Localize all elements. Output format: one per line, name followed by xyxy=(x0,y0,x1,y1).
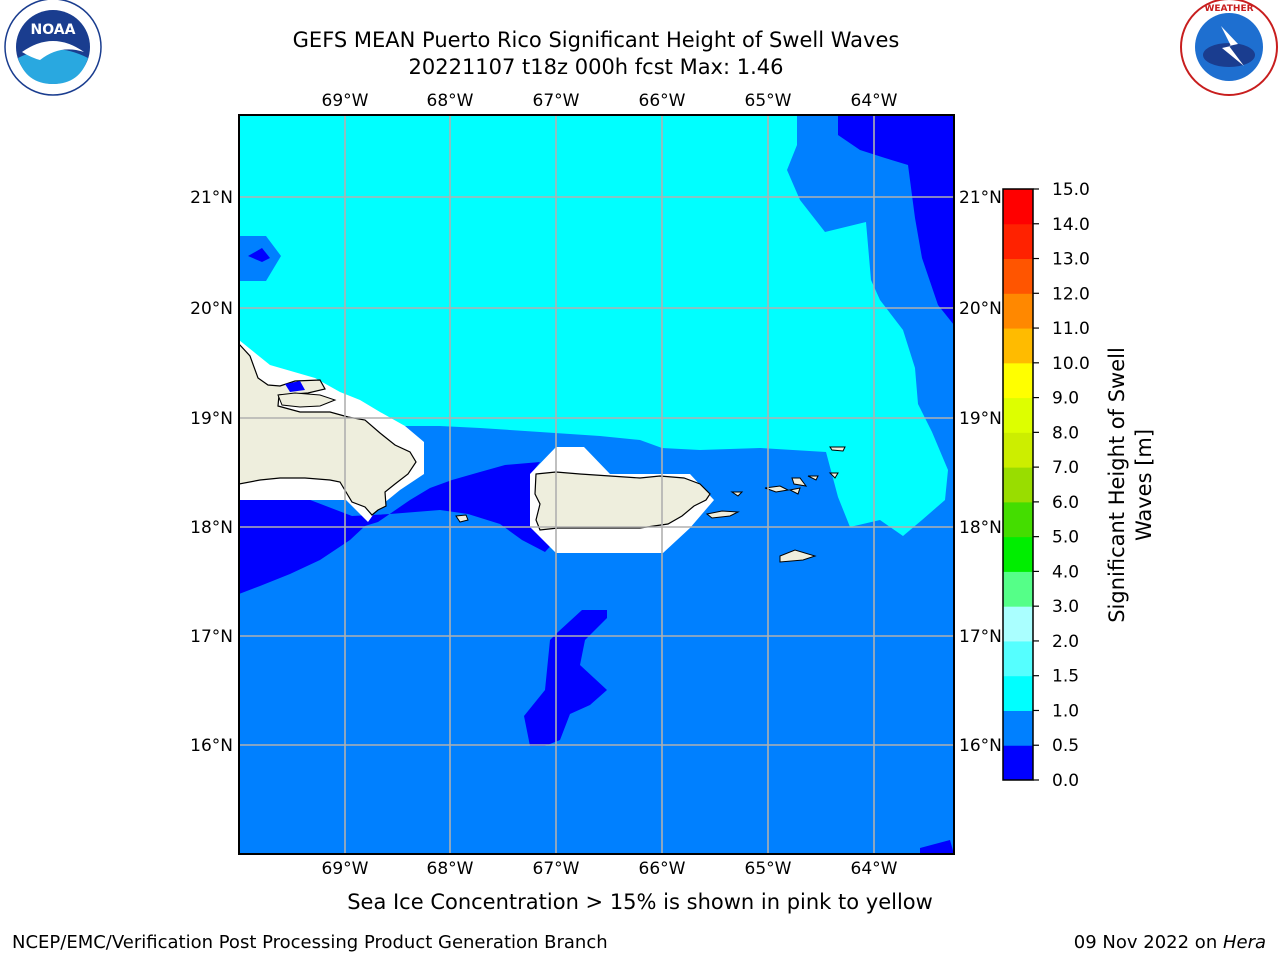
lon-label-bottom: 68°W xyxy=(427,859,474,879)
colorbar-segment xyxy=(1003,710,1033,746)
colorbar-segment xyxy=(1003,675,1033,711)
colorbar-frame xyxy=(1002,188,1034,781)
lat-label-right: 20°N xyxy=(959,299,1002,319)
svg-text:WEATHER: WEATHER xyxy=(1204,4,1253,14)
lon-label-bottom: 65°W xyxy=(745,859,792,879)
lon-label-top: 66°W xyxy=(639,91,686,111)
colorbar-label-line1: Significant Height of Swell xyxy=(1105,347,1129,623)
colorbar-segment xyxy=(1003,397,1033,433)
colorbar-tick-label: 4.0 xyxy=(1052,562,1079,582)
lon-label-top: 64°W xyxy=(851,91,898,111)
colorbar-segment xyxy=(1003,536,1033,572)
chart-title: GEFS MEAN Puerto Rico Significant Height… xyxy=(292,28,900,52)
lat-label-left: 16°N xyxy=(190,736,233,756)
lon-label-bottom: 67°W xyxy=(533,859,580,879)
lat-label-right: 18°N xyxy=(959,518,1002,538)
land-hispaniola xyxy=(239,343,417,516)
colorbar-tick-label: 12.0 xyxy=(1052,284,1090,304)
lon-label-top: 65°W xyxy=(745,91,792,111)
colorbar-tick-label: 15.0 xyxy=(1052,180,1090,200)
lon-label-top: 67°W xyxy=(533,91,580,111)
colorbar-segment xyxy=(1003,189,1033,225)
graticule xyxy=(239,115,954,854)
swell-band-0-0.5 xyxy=(838,115,954,325)
land-puerto-rico xyxy=(534,471,711,531)
map-frame xyxy=(238,114,955,855)
colorbar-tick-label: 8.0 xyxy=(1052,423,1079,443)
lon-label-top: 68°W xyxy=(427,91,474,111)
colorbar-tick-label: 14.0 xyxy=(1052,215,1090,235)
map-panel: 69°W 68°W 67°W 66°W 65°W 64°W 69°W 68°W … xyxy=(190,91,1002,879)
colorbar-segment xyxy=(1003,467,1033,503)
swell-band-1.0-1.5 xyxy=(239,115,948,536)
colorbar-tick-label: 9.0 xyxy=(1052,389,1079,409)
lat-label-left: 19°N xyxy=(190,409,233,429)
colorbar-tick-label: 5.0 xyxy=(1052,528,1079,548)
colorbar-tick-label: 13.0 xyxy=(1052,250,1090,270)
footer-branch: NCEP/EMC/Verification Post Processing Pr… xyxy=(12,932,608,953)
colorbar-tick-label: 11.0 xyxy=(1052,319,1090,339)
footer-machine: Hera xyxy=(1222,932,1266,953)
lon-label-top: 69°W xyxy=(322,91,369,111)
colorbar-segment xyxy=(1003,501,1033,538)
sea-ice-note: Sea Ice Concentration > 15% is shown in … xyxy=(347,890,933,914)
colorbar-tick-label: 1.5 xyxy=(1052,667,1079,687)
colorbar-segment xyxy=(1003,432,1033,468)
lon-label-bottom: 64°W xyxy=(851,859,898,879)
swell-band-0-0.5 xyxy=(524,610,607,746)
colorbar-label-line2: Waves [m] xyxy=(1132,429,1156,541)
colorbar-segment xyxy=(1003,362,1033,399)
svg-text:NOAA: NOAA xyxy=(31,22,76,38)
lat-label-left: 17°N xyxy=(190,627,233,647)
colorbar-tick-label: 2.0 xyxy=(1052,632,1079,652)
swell-band-0-0.5 xyxy=(248,248,270,262)
colorbar-segment xyxy=(1003,606,1033,642)
lat-label-right: 17°N xyxy=(959,627,1002,647)
footer-date: 09 Nov 2022 on Hera xyxy=(1074,932,1266,953)
lat-label-right: 19°N xyxy=(959,409,1002,429)
nws-logo: WEATHER xyxy=(1180,0,1278,96)
colorbar-segment xyxy=(1003,571,1033,607)
colorbar-tick-label: 10.0 xyxy=(1052,354,1090,374)
colorbar-tick-label: 3.0 xyxy=(1052,597,1079,617)
noaa-logo: NOAA xyxy=(4,0,102,96)
colorbar-segment xyxy=(1003,640,1033,677)
colorbar-segment xyxy=(1003,293,1033,329)
lat-label-left: 21°N xyxy=(190,188,233,208)
lat-label-right: 21°N xyxy=(959,188,1002,208)
chart-subtitle: 20221107 t18z 000h fcst Max: 1.46 xyxy=(408,55,784,79)
colorbar-tick-label: 7.0 xyxy=(1052,458,1079,478)
lat-label-left: 20°N xyxy=(190,299,233,319)
lat-label-left: 18°N xyxy=(190,518,233,538)
lat-label-right: 16°N xyxy=(959,736,1002,756)
colorbar-segment xyxy=(1003,745,1033,781)
colorbar-segment xyxy=(1003,258,1033,294)
colorbar-tick-label: 0.5 xyxy=(1052,736,1079,756)
colorbar-segment xyxy=(1003,223,1033,260)
colorbar: 0.0 0.5 1.0 1.5 2.0 3.0 4.0 5.0 6.0 7.0 8.0 9.0 10.0… xyxy=(1002,180,1156,791)
colorbar-tick-label: 1.0 xyxy=(1052,701,1079,721)
lon-label-bottom: 69°W xyxy=(322,859,369,879)
colorbar-segment xyxy=(1003,328,1033,364)
footer-date-text: 09 Nov 2022 on xyxy=(1073,932,1223,953)
colorbar-tick-label: 6.0 xyxy=(1052,493,1079,513)
lon-label-bottom: 66°W xyxy=(639,859,686,879)
swell-band-0-0.5 xyxy=(239,462,556,594)
colorbar-tick-label: 0.0 xyxy=(1052,771,1079,791)
